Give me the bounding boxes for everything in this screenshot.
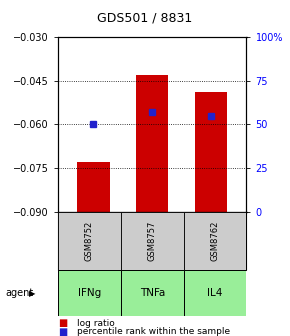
Bar bbox=[195, 92, 227, 212]
FancyBboxPatch shape bbox=[184, 212, 246, 270]
Bar bbox=[136, 75, 168, 212]
Text: GDS501 / 8831: GDS501 / 8831 bbox=[97, 12, 193, 25]
FancyBboxPatch shape bbox=[121, 270, 184, 316]
FancyBboxPatch shape bbox=[58, 270, 121, 316]
Bar bbox=[77, 162, 110, 212]
Text: ■: ■ bbox=[58, 318, 67, 328]
Text: IL4: IL4 bbox=[207, 288, 223, 298]
Text: percentile rank within the sample: percentile rank within the sample bbox=[77, 328, 230, 336]
Text: GSM8752: GSM8752 bbox=[85, 221, 94, 261]
Text: ▶: ▶ bbox=[29, 289, 35, 298]
Text: IFNg: IFNg bbox=[78, 288, 101, 298]
FancyBboxPatch shape bbox=[121, 212, 184, 270]
Text: agent: agent bbox=[6, 288, 34, 298]
Text: GSM8762: GSM8762 bbox=[211, 221, 220, 261]
Text: log ratio: log ratio bbox=[77, 319, 115, 328]
Text: GSM8757: GSM8757 bbox=[148, 221, 157, 261]
Text: ■: ■ bbox=[58, 327, 67, 336]
Text: TNFa: TNFa bbox=[139, 288, 165, 298]
FancyBboxPatch shape bbox=[184, 270, 246, 316]
FancyBboxPatch shape bbox=[58, 212, 121, 270]
